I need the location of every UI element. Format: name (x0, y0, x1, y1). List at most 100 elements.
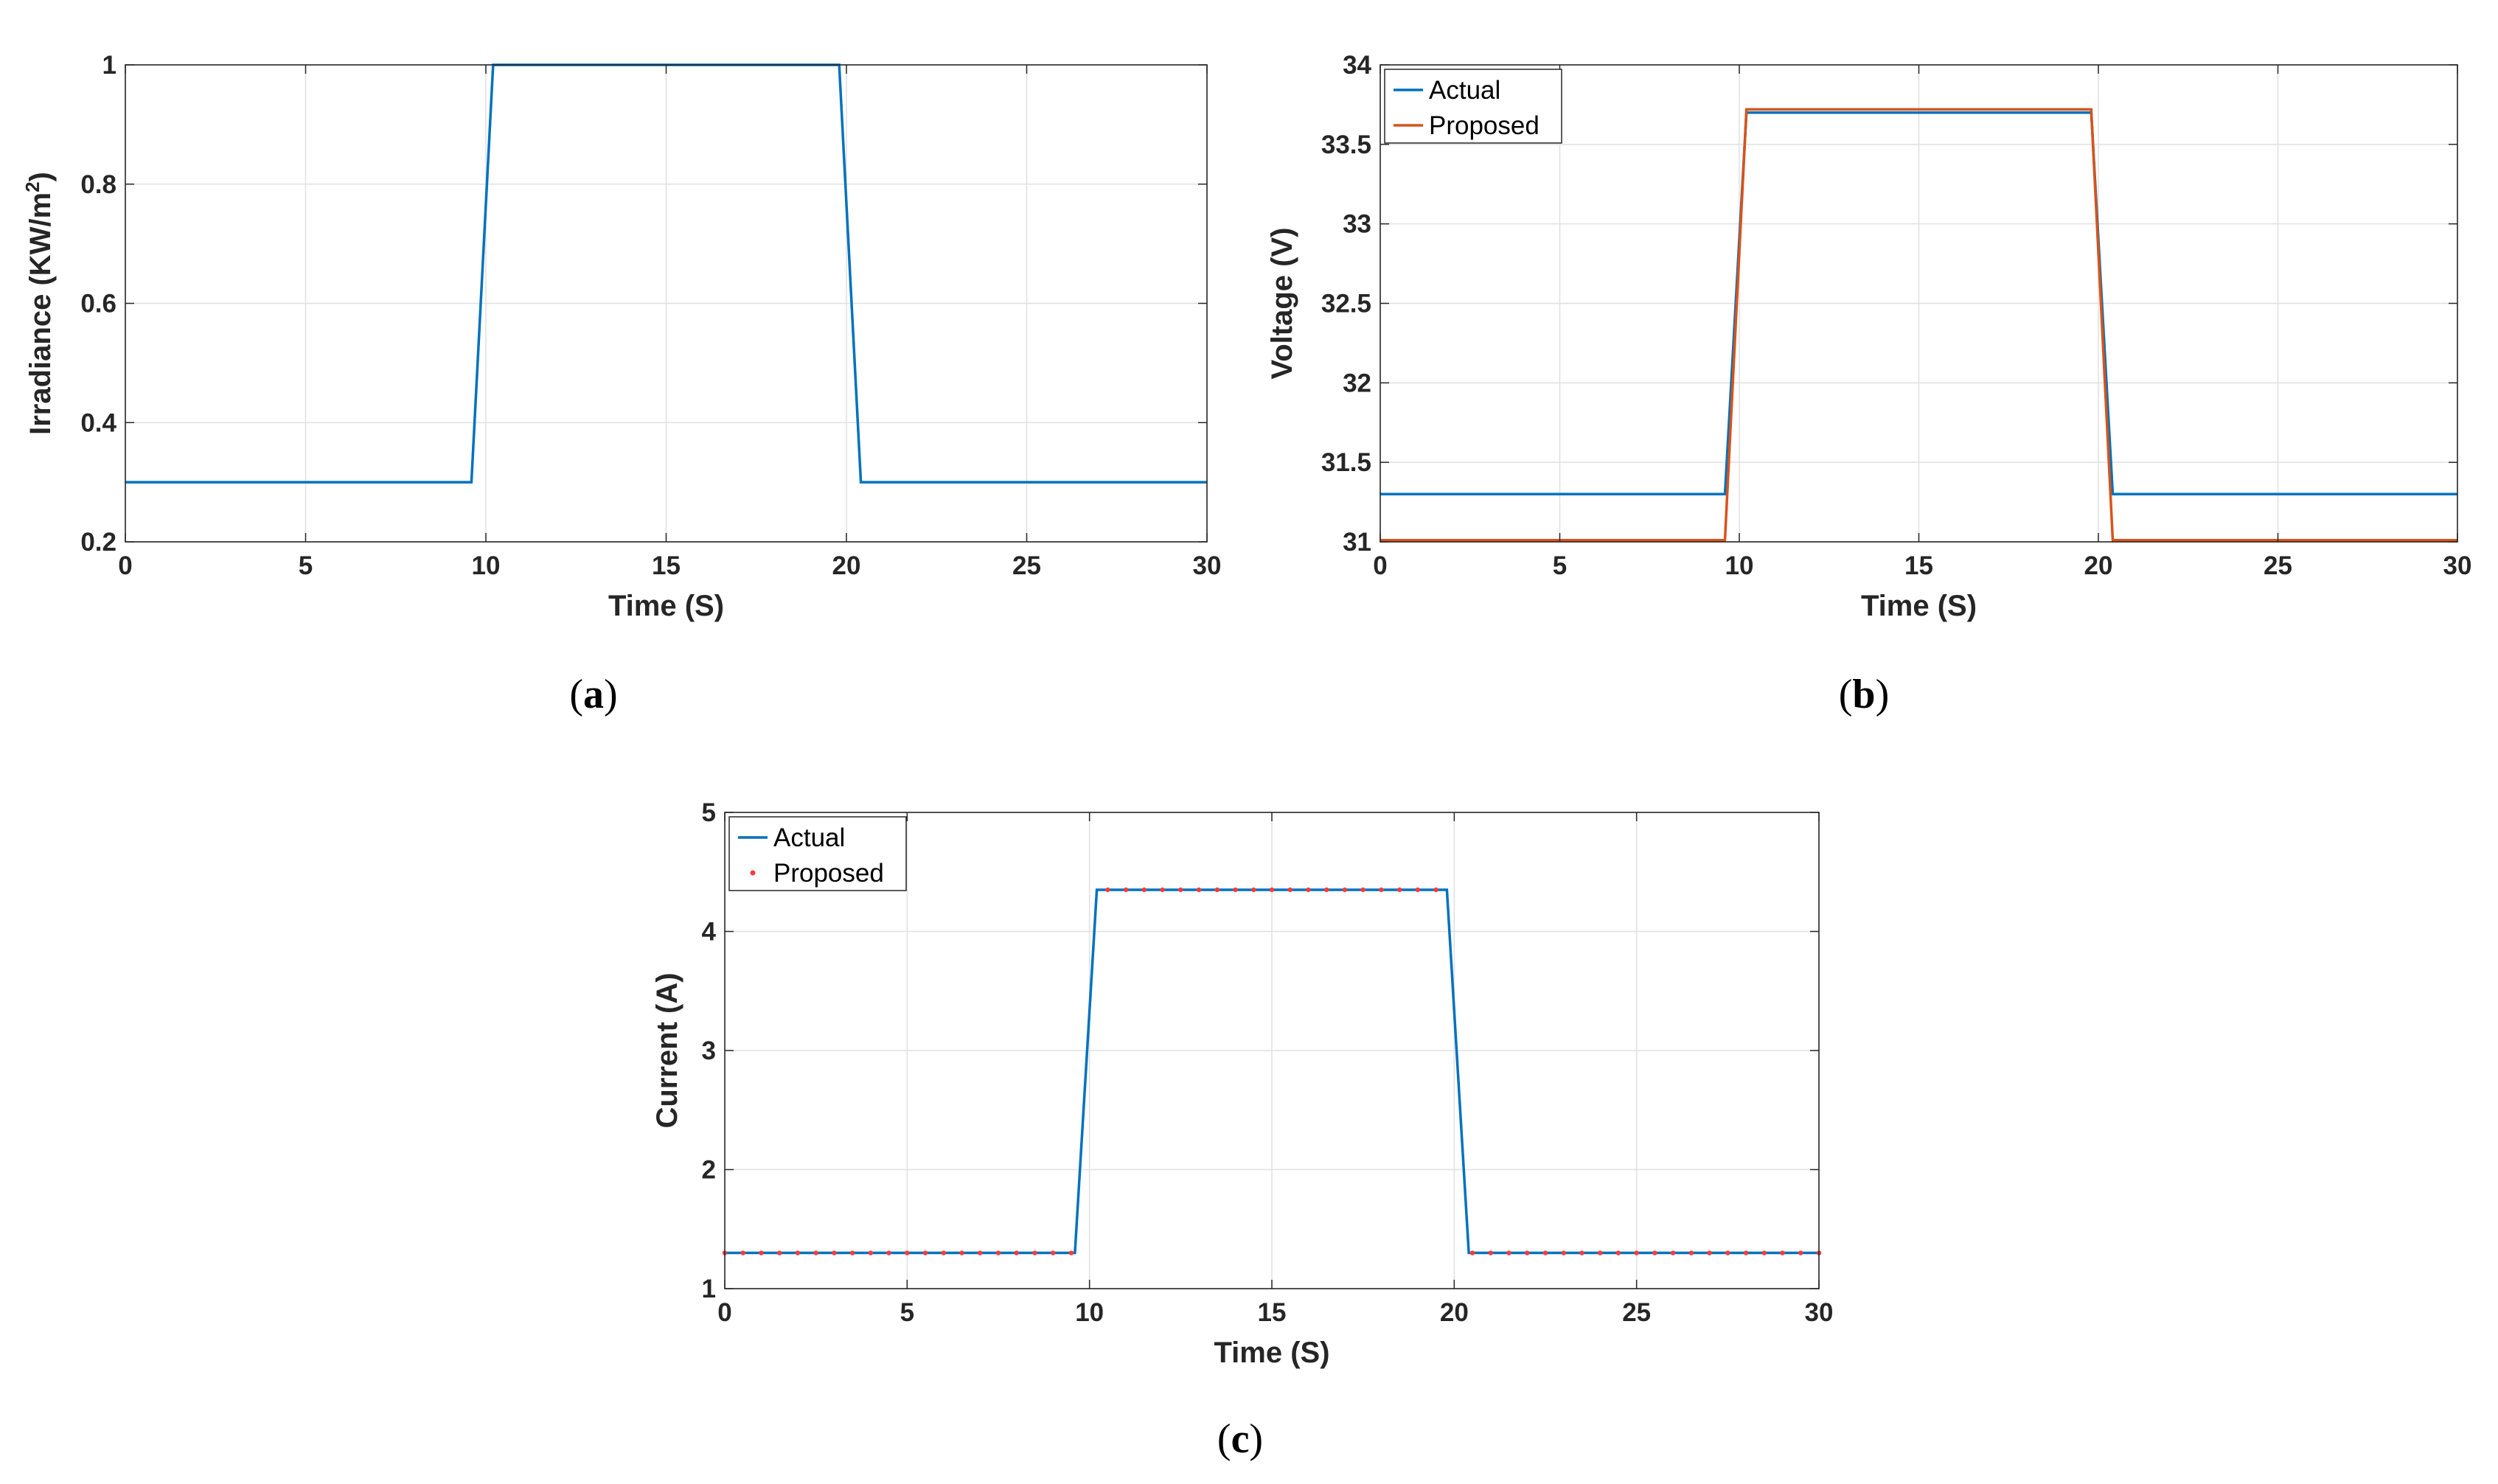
panel-c-xtick-label-0: 0 (717, 1298, 731, 1327)
panel-c-point-proposed-20 (1105, 887, 1110, 893)
panel-a-ytick-label-0: 0.2 (80, 528, 116, 557)
panel-c-legend-box (728, 816, 907, 891)
panel-b-voltage: 0 5 10 15 20 25 30 31 31.5 32 32.5 33 33.5 34 Time (S… (1266, 51, 2471, 717)
panel-c-xlabel: Time (S) (1214, 1337, 1329, 1369)
panel-c-point-proposed-22 (1141, 887, 1147, 893)
panel-c-point-proposed-31 (1306, 887, 1311, 893)
panel-c-legend-actual-label: Actual (773, 823, 845, 852)
panel-c-point-proposed-40 (1488, 1250, 1494, 1255)
panel-c-caption: (c) (1217, 1416, 1263, 1462)
panel-c-point-proposed-34 (1360, 887, 1365, 893)
panel-c-point-proposed-26 (1214, 887, 1220, 893)
panel-b-ytick-label-5: 33.5 (1321, 130, 1371, 159)
panel-b-xtick-label-3: 15 (1904, 551, 1933, 580)
panel-c-point-proposed-19 (1068, 1250, 1074, 1255)
panel-a-caption-letter: a (583, 672, 604, 717)
panel-c-point-proposed-6 (832, 1250, 837, 1255)
panel-c-caption-letter: c (1231, 1416, 1250, 1462)
panel-c-xtick-label-4: 20 (1440, 1298, 1469, 1327)
panel-c-point-proposed-51 (1688, 1250, 1694, 1255)
panel-c-point-proposed-53 (1725, 1250, 1730, 1255)
panel-c-point-proposed-44 (1561, 1250, 1566, 1255)
panel-c-point-proposed-52 (1707, 1250, 1712, 1255)
panel-c-point-proposed-33 (1342, 887, 1348, 893)
panel-c-point-proposed-11 (922, 1250, 928, 1255)
panel-c-ylabel: Current (A) (651, 972, 683, 1128)
panel-b-caption-letter: b (1852, 672, 1875, 717)
panel-b-series-actual (1380, 111, 2457, 496)
panel-b-legend-proposed-label: Proposed (1429, 111, 1539, 140)
panel-c-point-proposed-41 (1506, 1250, 1511, 1255)
panel-b-xtick-label-1: 5 (1553, 551, 1567, 580)
panel-b-legend-actual-label: Actual (1429, 76, 1500, 105)
panel-c-point-proposed-56 (1780, 1250, 1785, 1255)
panel-c-ytick-label-0: 1 (702, 1275, 716, 1303)
panel-b-legend: Actual Proposed (1384, 69, 1562, 144)
panel-c-point-proposed-38 (1433, 887, 1438, 893)
panel-c-xtick-label-6: 30 (1805, 1298, 1834, 1327)
panel-c-point-proposed-17 (1032, 1250, 1037, 1255)
panel-a-ytick-label-2: 0.6 (80, 290, 116, 318)
panel-b-xtick-label-2: 10 (1725, 551, 1754, 580)
panel-c-point-proposed-5 (813, 1250, 818, 1255)
panel-c-point-proposed-35 (1379, 887, 1384, 893)
panel-a-xtick-label-2: 10 (472, 551, 501, 580)
panel-c-ytick-label-2: 3 (702, 1037, 716, 1065)
panel-c-xtick-label-5: 25 (1622, 1298, 1651, 1327)
panel-c-ytick-label-4: 5 (702, 798, 716, 827)
panel-c-legend: Actual Proposed (728, 816, 907, 891)
panel-b-series-proposed (1380, 108, 2457, 542)
panel-b-ytick-label-2: 32 (1343, 369, 1371, 397)
panel-c-point-proposed-3 (777, 1250, 782, 1255)
panel-b-xtick-label-4: 20 (2084, 551, 2113, 580)
panel-b-ytick-label-6: 34 (1343, 51, 1371, 80)
panel-b-ylabel: Voltage (V) (1266, 228, 1298, 380)
panel-c-point-proposed-45 (1579, 1250, 1584, 1255)
panel-c-point-proposed-30 (1287, 887, 1293, 893)
panel-a-ytick-label-3: 0.8 (80, 170, 116, 199)
panel-b-grid (1380, 65, 2457, 542)
panel-b-xlabel: Time (S) (1861, 590, 1977, 622)
panel-c-point-proposed-23 (1160, 887, 1165, 893)
panel-c-point-proposed-49 (1652, 1250, 1657, 1255)
panel-c-point-proposed-9 (886, 1250, 891, 1255)
panel-c-point-proposed-14 (978, 1250, 983, 1255)
panel-c-point-proposed-48 (1634, 1250, 1639, 1255)
panel-c-xtick-label-3: 15 (1258, 1298, 1287, 1327)
panel-c-point-proposed-16 (1014, 1250, 1019, 1255)
panel-b-caption: (b) (1839, 672, 1889, 717)
panel-a-xtick-label-1: 5 (299, 551, 313, 580)
panel-a-xtick-label-6: 30 (1193, 551, 1222, 580)
panel-c-point-proposed-24 (1178, 887, 1183, 893)
panel-c-point-proposed-29 (1269, 887, 1275, 893)
panel-c-point-proposed-43 (1542, 1250, 1548, 1255)
panel-c-ytick-label-3: 4 (702, 918, 717, 947)
panel-c-ytick-label-1: 2 (702, 1156, 716, 1185)
panel-c-point-proposed-21 (1123, 887, 1129, 893)
panel-a-irradiance: 0 5 10 15 20 25 30 0.2 0.4 0.6 0.8 1 Time (S) Irrad… (21, 51, 1221, 717)
panel-c-point-proposed-10 (905, 1250, 910, 1255)
panel-c-point-proposed-18 (1051, 1250, 1056, 1255)
panel-b-series (1380, 108, 2457, 542)
panel-c-point-proposed-13 (959, 1250, 964, 1255)
panel-c-point-proposed-12 (941, 1250, 947, 1255)
panel-c-point-proposed-42 (1525, 1250, 1530, 1255)
panel-c-point-proposed-57 (1798, 1250, 1803, 1255)
panel-c-current: 0 5 10 15 20 25 30 1 2 3 4 5 Time (S) Current (A) A… (651, 798, 1833, 1462)
panel-c-point-proposed-54 (1743, 1250, 1749, 1255)
panel-c-xtick-label-2: 10 (1075, 1298, 1104, 1327)
panel-b-xtick-label-6: 30 (2443, 551, 2472, 580)
panel-a-ticks: 0 5 10 15 20 25 30 0.2 0.4 0.6 0.8 1 (80, 51, 1221, 580)
panel-b-ticks: 0 5 10 15 20 25 30 31 31.5 32 32.5 33 33.5 34 (1321, 51, 2472, 580)
panel-b-ytick-label-4: 33 (1343, 210, 1371, 239)
panel-b-xtick-label-0: 0 (1373, 551, 1387, 580)
panel-c-point-proposed-36 (1396, 887, 1402, 893)
panel-c-point-proposed-1 (740, 1250, 745, 1255)
panel-a-grid (125, 65, 1207, 542)
panel-a-xtick-label-3: 15 (652, 551, 681, 580)
panel-a-xtick-label-5: 25 (1012, 551, 1041, 580)
panel-c-point-proposed-8 (868, 1250, 874, 1255)
panel-c-point-proposed-15 (995, 1250, 1001, 1255)
panel-c-point-proposed-25 (1196, 887, 1202, 893)
